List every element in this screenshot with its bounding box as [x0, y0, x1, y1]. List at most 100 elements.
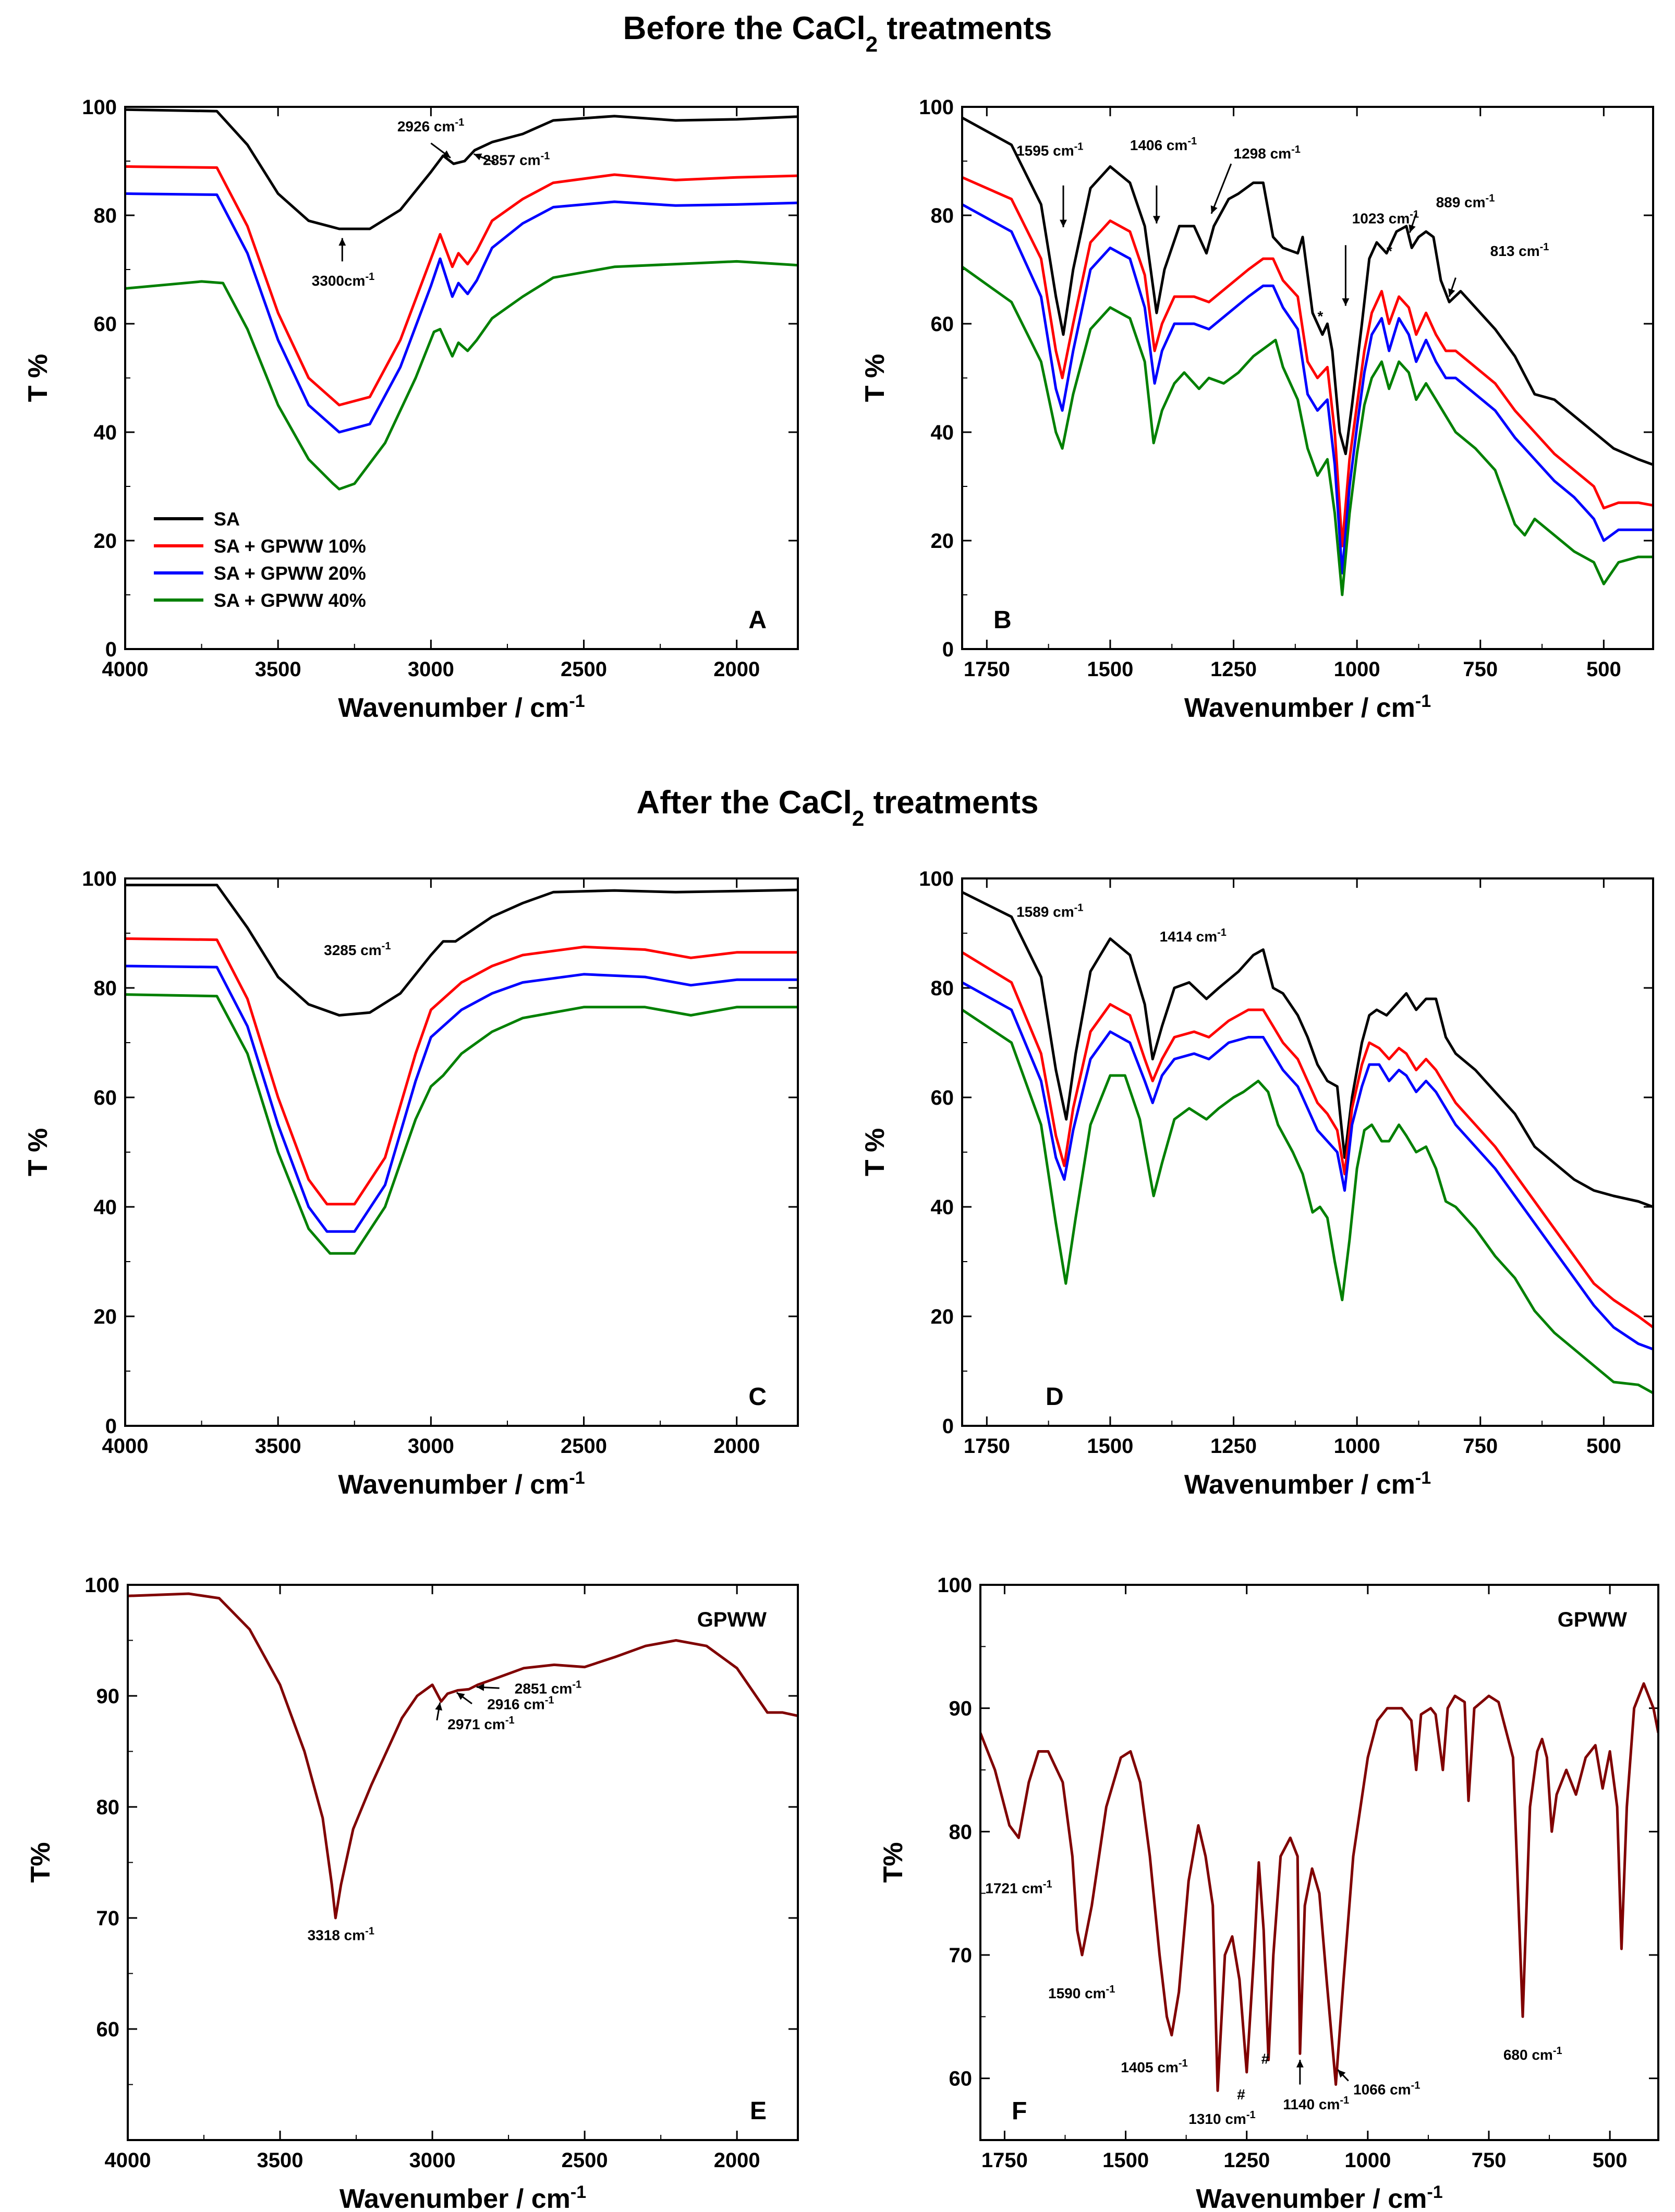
y-tick-label: 0 — [942, 638, 954, 661]
y-tick-label: 60 — [931, 1086, 954, 1109]
x-tick-label: 1250 — [1210, 1435, 1257, 1458]
x-tick-label: 1750 — [981, 2149, 1028, 2172]
x-tick-label: 750 — [1463, 1435, 1498, 1458]
y-tick-label: 80 — [931, 977, 954, 1000]
annotation-arrowhead — [476, 1683, 484, 1691]
y-tick-label: 0 — [105, 1415, 117, 1438]
peak-annotation: 3300cm-1 — [312, 271, 375, 289]
y-tick-label: 100 — [84, 1574, 119, 1597]
peak-annotation: 1405 cm-1 — [1121, 2058, 1187, 2075]
series-line-sa-gpww-10- — [125, 937, 798, 1206]
x-tick-label: 2000 — [713, 658, 760, 681]
series-line-sa — [962, 116, 1653, 466]
panel-letter: F — [1012, 2097, 1027, 2125]
annotation-text: 3300cm — [312, 273, 366, 289]
annotation-text: 1066 cm — [1353, 2081, 1411, 2097]
series-line-gpww — [128, 1592, 798, 1920]
x-axis-title: Wavenumber / cm-1 — [1196, 2182, 1442, 2209]
annotation-text: 1406 cm — [1130, 137, 1188, 153]
x-tick-label: 1750 — [964, 658, 1010, 681]
x-axis-title: Wavenumber / cm-1 — [339, 2182, 586, 2209]
x-tick-label: 2500 — [562, 2149, 608, 2172]
x-tick-label: 1250 — [1223, 2149, 1270, 2172]
x-tick-label: 1500 — [1087, 1435, 1133, 1458]
section-title-before: Before the CaCl2 treatments — [623, 10, 1052, 56]
y-tick-label: 100 — [82, 96, 117, 119]
y-axis-title: T% — [878, 1842, 908, 1883]
x-axis-title-main: Wavenumber / cm — [1184, 693, 1415, 723]
legend-label: SA + GPWW 40% — [214, 590, 366, 611]
sample-label: GPWW — [1558, 1608, 1628, 1631]
after-title-sub: 2 — [852, 806, 864, 830]
x-axis-title: Wavenumber / cm-1 — [1184, 1468, 1431, 1500]
peak-annotation: 1066 cm-1 — [1353, 2080, 1420, 2097]
annotation-sup: -1 — [1106, 1984, 1115, 1995]
annotation-arrowhead — [338, 238, 346, 246]
peak-annotation: 813 cm-1 — [1490, 241, 1549, 259]
y-tick-label: 40 — [94, 421, 117, 444]
x-tick-label: 1000 — [1334, 658, 1380, 681]
series-line-sa — [125, 108, 798, 230]
x-tick-label: 3000 — [409, 2149, 456, 2172]
x-tick-label: 4000 — [105, 2149, 151, 2172]
annotation-sup: -1 — [1486, 192, 1495, 204]
y-tick-label: 20 — [94, 530, 117, 553]
annotation-sup: -1 — [541, 150, 550, 162]
peak-annotation: 889 cm-1 — [1436, 192, 1495, 210]
after-title-suffix: treatments — [864, 785, 1038, 821]
x-tick-label: 3500 — [255, 1435, 301, 1458]
peak-annotation: 2851 cm-1 — [515, 1679, 581, 1697]
annotation-arrowhead — [1296, 2060, 1304, 2068]
annotation-text: 1589 cm — [1016, 904, 1074, 920]
plot-frame — [127, 1584, 799, 2141]
series-line-sa-gpww-40- — [125, 993, 798, 1255]
marker-annotation: * — [1387, 243, 1392, 259]
marker-annotation: * — [1317, 308, 1323, 324]
annotation-text: * — [1317, 308, 1323, 324]
annotation-text: 3285 cm — [324, 942, 382, 958]
series-line-sa-gpww-40- — [962, 265, 1653, 596]
annotation-sup: -1 — [1217, 927, 1227, 938]
annotation-arrow — [1210, 163, 1232, 214]
annotation-sup: -1 — [1187, 136, 1197, 147]
annotation-sup: -1 — [1074, 902, 1084, 914]
peak-annotation: 1406 cm-1 — [1130, 136, 1197, 153]
series-line-sa-gpww-10- — [962, 176, 1653, 547]
panel-letter: A — [748, 606, 767, 634]
annotation-sup: -1 — [1291, 144, 1301, 155]
y-tick-label: 80 — [94, 977, 117, 1000]
after-title-prefix: After the CaCl — [637, 785, 852, 821]
annotation-text: 2926 cm — [397, 118, 455, 135]
series-line-sa-gpww-40- — [125, 260, 798, 491]
y-tick-label: 100 — [919, 96, 954, 119]
before-title-prefix: Before the CaCl — [623, 10, 866, 46]
annotation-sup: -1 — [382, 940, 391, 952]
annotation-sup: -1 — [1074, 141, 1084, 153]
plot-frame — [124, 106, 799, 650]
annotation-text: 680 cm — [1503, 2047, 1553, 2063]
plot-frame — [961, 106, 1654, 650]
panel-e: 4000 3500 3000 2500 2000 60 70 80 90 100 Wavenumbe… — [26, 1574, 799, 2212]
x-axis-title-sup: -1 — [571, 2182, 586, 2202]
y-axis-title: T % — [23, 354, 53, 402]
peak-annotation: 2916 cm-1 — [487, 1695, 554, 1713]
annotation-arrowhead — [435, 1702, 443, 1711]
annotation-arrowhead — [474, 153, 482, 161]
annotation-sup: -1 — [1410, 209, 1419, 221]
peak-annotation: 3285 cm-1 — [324, 940, 391, 958]
series-line-sa — [962, 891, 1653, 1208]
annotation-text: 1721 cm — [985, 1880, 1043, 1897]
marker-annotation: # — [1261, 2050, 1270, 2067]
y-tick-label: 90 — [949, 1697, 973, 1720]
annotation-sup: -1 — [572, 1679, 581, 1691]
x-tick-label: 4000 — [102, 1435, 149, 1458]
peak-annotation: 1414 cm-1 — [1160, 927, 1227, 945]
x-tick-label: 1000 — [1334, 1435, 1380, 1458]
x-axis-title-main: Wavenumber / cm — [1196, 2184, 1427, 2209]
section-title-after: After the CaCl2 treatments — [637, 785, 1039, 830]
y-tick-label: 20 — [94, 1305, 117, 1328]
annotation-text: 3318 cm — [308, 1927, 366, 1944]
x-axis-title-main: Wavenumber / cm — [338, 1470, 569, 1500]
x-tick-label: 500 — [1586, 658, 1621, 681]
